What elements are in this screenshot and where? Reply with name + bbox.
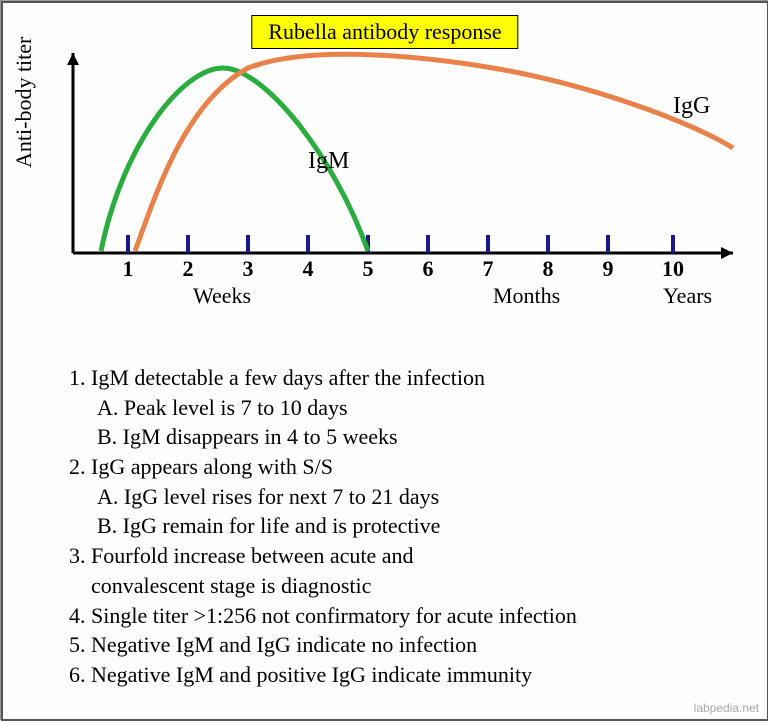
igg-curve xyxy=(135,54,733,251)
chart-title: Rubella antibody response xyxy=(251,15,518,49)
note-3c: convalescent stage is diagnostic xyxy=(69,571,719,601)
watermark: labpedia.net xyxy=(694,701,759,715)
years-label: Years xyxy=(663,283,712,309)
figure-container: Rubella antibody response Anti-body tite… xyxy=(1,1,768,721)
y-axis-arrow xyxy=(67,53,79,65)
igg-label: IgG xyxy=(673,93,710,120)
notes-list: 1. IgM detectable a few days after the i… xyxy=(69,363,719,690)
tick-6: 6 xyxy=(413,256,443,282)
note-2a: A. IgG level rises for next 7 to 21 days xyxy=(69,482,719,512)
note-1a: A. Peak level is 7 to 10 days xyxy=(69,393,719,423)
igm-label: IgM xyxy=(308,148,349,175)
y-axis-label: Anti-body titer xyxy=(11,37,37,168)
note-4: 4. Single titer >1:256 not confirmatory … xyxy=(69,601,719,631)
tick-3: 3 xyxy=(233,256,263,282)
tick-10: 10 xyxy=(658,256,688,282)
note-2: 2. IgG appears along with S/S xyxy=(69,452,719,482)
tick-4: 4 xyxy=(293,256,323,282)
note-6: 6. Negative IgM and positive IgG indicat… xyxy=(69,660,719,690)
x-axis-arrow xyxy=(721,247,733,259)
tick-9: 9 xyxy=(593,256,623,282)
tick-2: 2 xyxy=(173,256,203,282)
weeks-label: Weeks xyxy=(193,283,251,309)
months-label: Months xyxy=(493,283,560,309)
note-1b: B. IgM disappears in 4 to 5 weeks xyxy=(69,422,719,452)
chart-area: 1 2 3 4 5 6 7 8 9 10 Weeks Months Years … xyxy=(53,53,733,273)
chart-svg xyxy=(53,53,733,273)
tick-1: 1 xyxy=(113,256,143,282)
tick-7: 7 xyxy=(473,256,503,282)
note-2b: B. IgG remain for life and is protective xyxy=(69,511,719,541)
tick-5: 5 xyxy=(353,256,383,282)
note-1: 1. IgM detectable a few days after the i… xyxy=(69,363,719,393)
x-ticks xyxy=(128,235,673,253)
tick-8: 8 xyxy=(533,256,563,282)
note-3: 3. Fourfold increase between acute and xyxy=(69,541,719,571)
note-5: 5. Negative IgM and IgG indicate no infe… xyxy=(69,630,719,660)
